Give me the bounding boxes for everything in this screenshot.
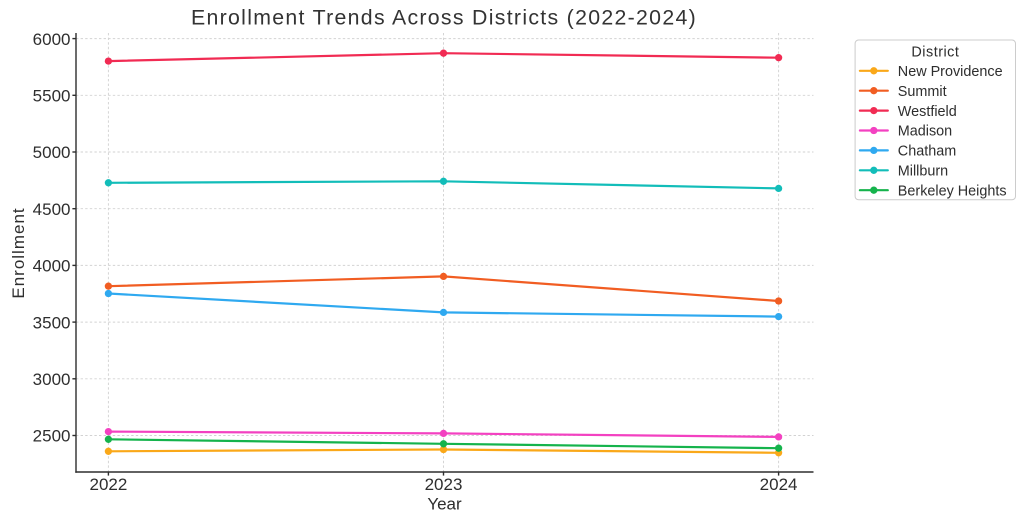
svg-text:Enrollment: Enrollment — [9, 207, 28, 298]
svg-text:New Providence: New Providence — [898, 64, 1003, 80]
svg-text:6000: 6000 — [33, 30, 71, 49]
svg-text:2024: 2024 — [760, 475, 798, 494]
svg-text:2023: 2023 — [425, 475, 463, 494]
svg-text:5000: 5000 — [33, 143, 71, 162]
svg-text:Enrollment Trends Across Distr: Enrollment Trends Across Districts (2022… — [191, 6, 697, 30]
svg-text:2500: 2500 — [33, 427, 71, 446]
svg-text:3500: 3500 — [33, 313, 71, 332]
svg-text:2022: 2022 — [89, 475, 127, 494]
svg-text:Westfield: Westfield — [898, 104, 957, 120]
svg-text:3000: 3000 — [33, 370, 71, 389]
svg-text:Chatham: Chatham — [898, 144, 956, 160]
svg-text:District: District — [911, 45, 959, 61]
svg-text:Year: Year — [427, 495, 462, 514]
svg-text:Madison: Madison — [898, 124, 952, 140]
svg-text:Berkeley Heights: Berkeley Heights — [898, 183, 1007, 199]
svg-text:5500: 5500 — [33, 87, 71, 106]
svg-text:Millburn: Millburn — [898, 164, 948, 180]
svg-text:4000: 4000 — [33, 257, 71, 276]
svg-text:4500: 4500 — [33, 200, 71, 219]
svg-text:Summit: Summit — [898, 84, 947, 100]
